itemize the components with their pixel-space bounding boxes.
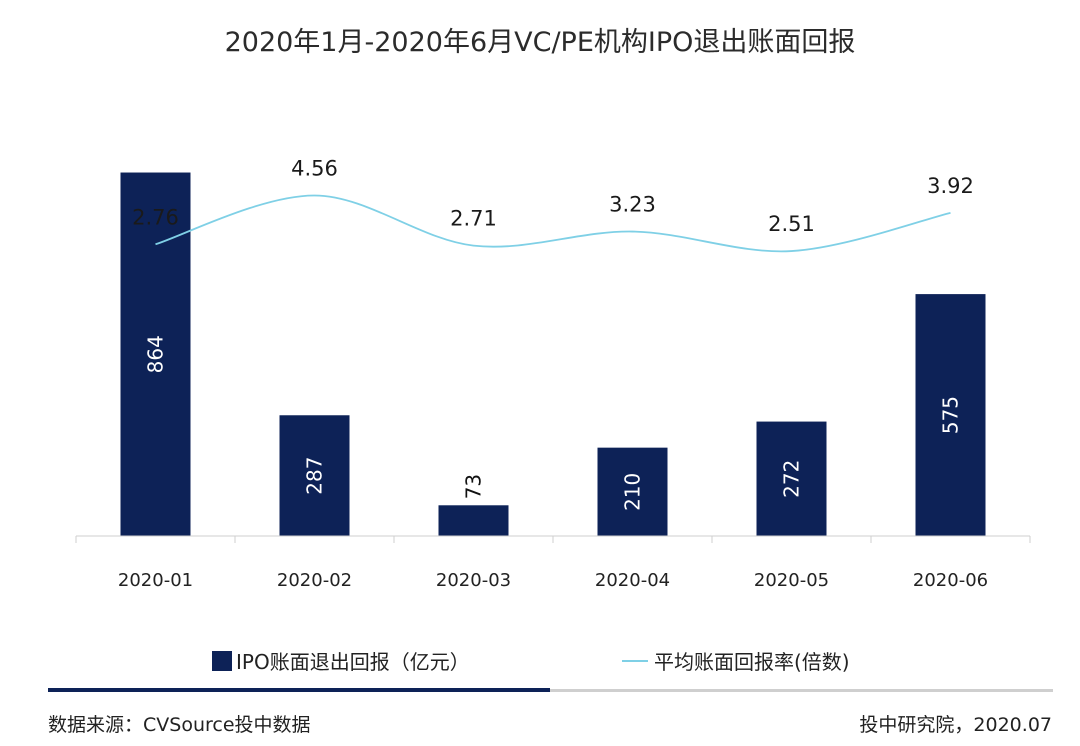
legend-line-swatch xyxy=(622,659,648,662)
legend-item-line: 平均账面回报率(倍数) xyxy=(622,646,850,675)
line-series-path xyxy=(155,194,951,253)
bars-layer: 864 287 73 210 272 575 xyxy=(120,172,986,536)
footer-source: 数据来源：CVSource投中数据 xyxy=(48,714,311,736)
line-value-label: 2.76 xyxy=(132,205,179,229)
bar-value-label: 575 xyxy=(939,396,963,434)
bar-value-label: 287 xyxy=(303,457,327,495)
footer-divider-dark xyxy=(48,688,550,692)
bar-value-label: 210 xyxy=(621,473,645,511)
bar-2020-06 xyxy=(915,294,986,536)
line-value-label: 3.23 xyxy=(609,193,656,217)
line-layer: 2.76 4.56 2.71 3.23 2.51 3.92 xyxy=(132,156,974,253)
bar-2020-04 xyxy=(597,447,668,536)
bar-value-label: 73 xyxy=(462,474,486,499)
x-tick-label: 2020-03 xyxy=(436,570,511,591)
legend-label-bars: IPO账面退出回报（亿元） xyxy=(236,650,470,674)
bar-value-label: 272 xyxy=(780,460,804,498)
footer-credit: 投中研究院，2020.07 xyxy=(859,714,1052,736)
chart-title: 2020年1月-2020年6月VC/PE机构IPO退出账面回报 xyxy=(224,27,856,58)
line-value-label: 2.51 xyxy=(768,212,815,236)
line-value-label: 4.56 xyxy=(291,156,338,180)
line-value-label: 2.71 xyxy=(450,207,497,231)
x-tick-label: 2020-01 xyxy=(118,570,193,591)
x-tick-label: 2020-05 xyxy=(754,570,829,591)
x-tick-label: 2020-02 xyxy=(277,570,352,591)
legend-bar-swatch xyxy=(212,650,232,671)
x-axis: 2020-01 2020-02 2020-03 2020-04 2020-05 2020-… xyxy=(75,535,1031,591)
chart-plot: 864 287 73 210 272 575 2.76 4.56 2.71 3.23 2.51 3.… xyxy=(75,156,1031,591)
bar-2020-02 xyxy=(279,415,350,536)
bar-2020-03 xyxy=(438,505,509,536)
legend: IPO账面退出回报（亿元） 平均账面回报率(倍数) xyxy=(0,646,1080,676)
legend-label-line: 平均账面回报率(倍数) xyxy=(654,650,850,674)
legend-item-bars: IPO账面退出回报（亿元） xyxy=(212,646,470,675)
bar-2020-05 xyxy=(756,421,827,536)
x-tick-label: 2020-06 xyxy=(913,570,988,591)
bar-value-label: 864 xyxy=(144,335,168,373)
bar-2020-01 xyxy=(120,172,191,536)
x-tick-label: 2020-04 xyxy=(595,570,670,591)
line-value-label: 3.92 xyxy=(927,174,974,198)
footer-divider-light xyxy=(550,689,1053,692)
